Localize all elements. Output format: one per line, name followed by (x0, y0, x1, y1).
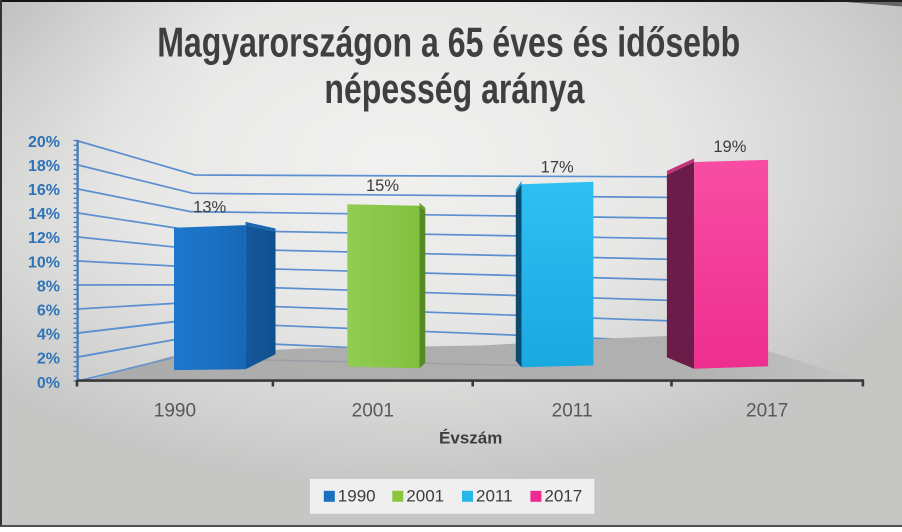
svg-text:1990: 1990 (338, 487, 376, 506)
svg-text:15%: 15% (366, 177, 399, 195)
svg-text:2017: 2017 (746, 401, 788, 422)
svg-text:2001: 2001 (352, 401, 394, 422)
svg-text:2%: 2% (37, 351, 60, 368)
svg-text:2011: 2011 (552, 401, 593, 422)
svg-text:népesség aránya: népesség aránya (324, 65, 584, 112)
svg-text:2011: 2011 (476, 487, 513, 506)
svg-text:2001: 2001 (406, 487, 444, 506)
svg-text:Évszám: Évszám (439, 429, 502, 448)
svg-text:17%: 17% (541, 158, 574, 176)
svg-text:13%: 13% (193, 199, 226, 217)
svg-text:10%: 10% (28, 254, 60, 271)
svg-text:19%: 19% (713, 138, 746, 156)
svg-text:4%: 4% (37, 327, 60, 344)
svg-text:14%: 14% (28, 206, 60, 223)
svg-text:0%: 0% (37, 375, 60, 392)
svg-text:6%: 6% (37, 303, 60, 320)
svg-text:12%: 12% (28, 230, 60, 247)
svg-text:8%: 8% (37, 278, 60, 295)
svg-text:2017: 2017 (544, 487, 582, 506)
svg-text:1990: 1990 (154, 401, 196, 422)
